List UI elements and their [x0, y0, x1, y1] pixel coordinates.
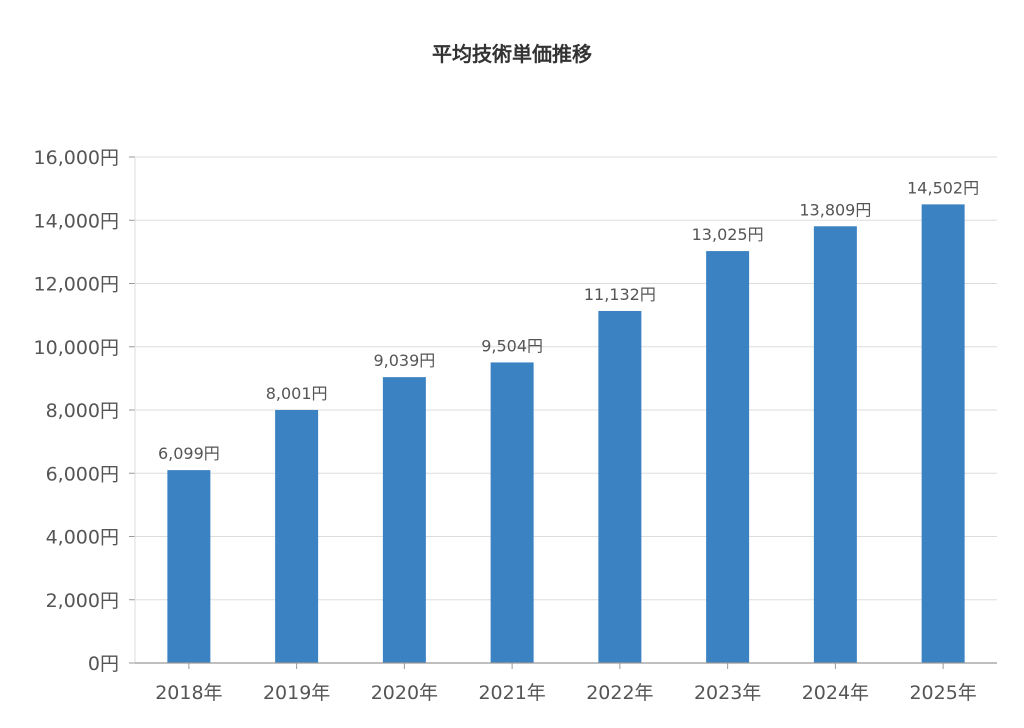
bar-value-label: 14,502円: [907, 178, 979, 197]
y-tick-label: 16,000円: [34, 147, 119, 169]
x-tick-label: 2025年: [909, 682, 976, 704]
bar-value-label: 13,025円: [692, 225, 764, 244]
bar-value-label: 11,132円: [584, 285, 656, 304]
bar: [813, 226, 857, 663]
chart-title: 平均技術単価推移: [432, 42, 592, 66]
y-tick-label: 4,000円: [46, 527, 119, 549]
bar-value-label: 8,001円: [266, 384, 328, 403]
y-tick-label: 10,000円: [34, 337, 119, 359]
x-tick-label: 2018年: [155, 682, 222, 704]
bar: [167, 470, 211, 663]
y-tick-label: 6,000円: [46, 463, 119, 485]
bar: [490, 362, 534, 663]
x-tick-label: 2023年: [694, 682, 761, 704]
bar: [598, 310, 642, 663]
x-tick-label: 2024年: [802, 682, 869, 704]
y-tick-label: 0円: [88, 653, 119, 675]
x-tick-label: 2020年: [371, 682, 438, 704]
bar: [382, 377, 426, 663]
y-tick-label: 2,000円: [46, 590, 119, 612]
x-tick-label: 2019年: [263, 682, 330, 704]
x-tick-label: 2021年: [478, 682, 545, 704]
y-tick-label: 14,000円: [34, 210, 119, 232]
bar-value-label: 9,504円: [481, 336, 543, 355]
bar-value-label: 9,039円: [373, 351, 435, 370]
bar-value-label: 6,099円: [158, 444, 220, 463]
y-tick-label: 12,000円: [34, 274, 119, 296]
bar: [706, 251, 750, 663]
bar-value-label: 13,809円: [799, 200, 871, 219]
y-tick-label: 8,000円: [46, 400, 119, 422]
bar: [275, 409, 319, 663]
bar: [921, 204, 965, 663]
x-tick-label: 2022年: [586, 682, 653, 704]
